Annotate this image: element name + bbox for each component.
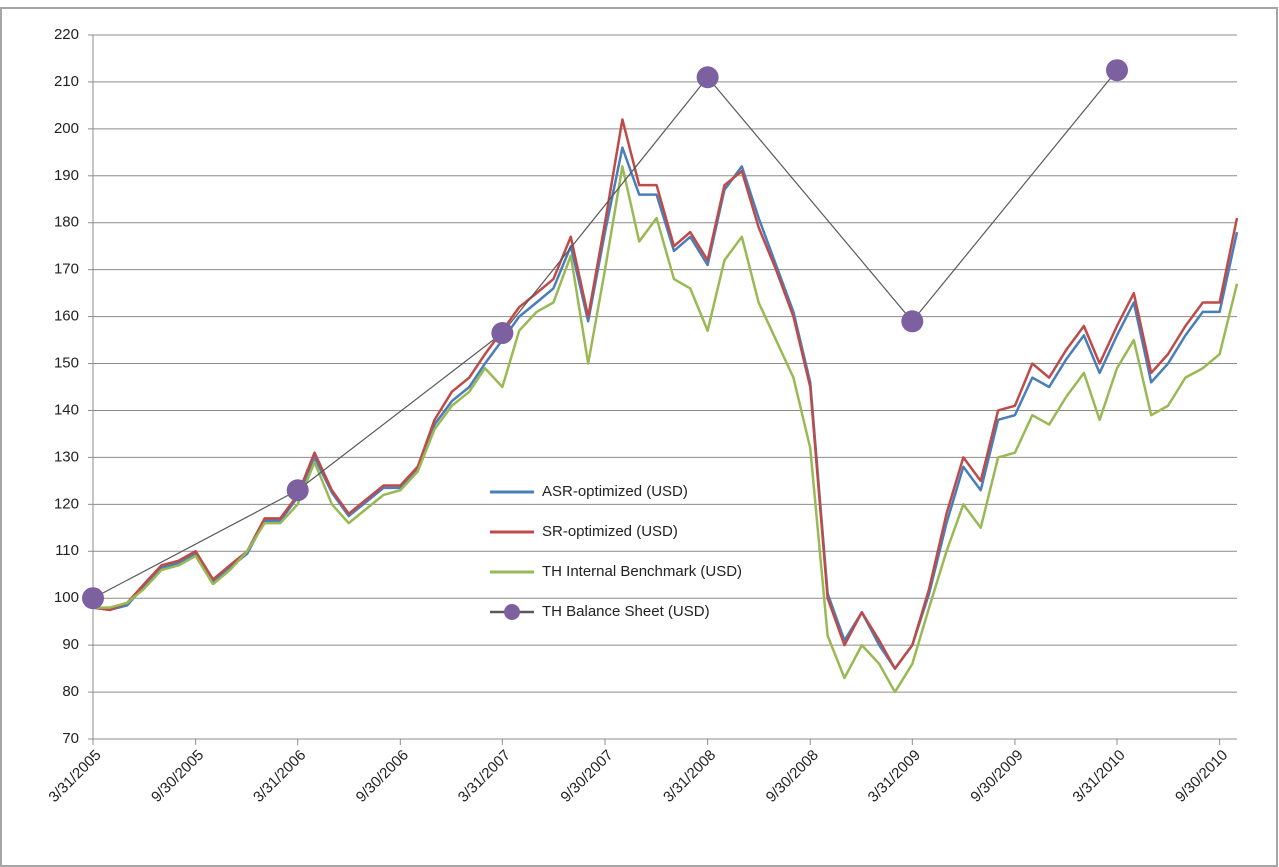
- legend-label: TH Internal Benchmark (USD): [542, 563, 742, 580]
- x-tick-label: 9/30/2007: [557, 747, 616, 806]
- x-tick-label: 3/31/2007: [455, 747, 514, 806]
- series-marker: [901, 310, 924, 333]
- y-tick-label: 90: [62, 636, 79, 653]
- y-tick-label: 110: [55, 542, 79, 559]
- y-tick-label: 220: [54, 26, 79, 43]
- y-tick-label: 160: [54, 308, 79, 325]
- legend-marker: [504, 604, 520, 620]
- x-tick-label: 3/31/2006: [250, 747, 309, 806]
- y-tick-label: 130: [54, 448, 79, 465]
- y-tick-label: 170: [54, 261, 79, 278]
- y-tick-label: 70: [62, 730, 79, 747]
- legend-label: SR-optimized (USD): [542, 523, 678, 540]
- series-line: [92, 69, 1118, 599]
- x-tick-label: 9/30/2010: [1172, 747, 1231, 806]
- y-tick-label: 140: [54, 401, 79, 418]
- x-tick-label: 9/30/2009: [967, 747, 1026, 806]
- series-marker: [696, 66, 719, 89]
- y-tick-label: 80: [62, 683, 79, 700]
- y-tick-label: 200: [54, 120, 79, 137]
- x-tick-label: 3/31/2009: [865, 747, 924, 806]
- x-tick-label: 9/30/2008: [763, 747, 822, 806]
- series-marker: [1105, 59, 1128, 82]
- x-tick-label: 3/31/2005: [45, 747, 104, 806]
- x-tick-label: 3/31/2010: [1069, 747, 1128, 806]
- series-marker: [491, 322, 514, 345]
- series-line: [92, 118, 1239, 670]
- series-line: [92, 146, 1239, 670]
- y-tick-label: 120: [54, 495, 79, 512]
- series-marker: [286, 479, 309, 502]
- y-tick-label: 210: [54, 73, 79, 90]
- y-tick-label: 100: [54, 589, 79, 606]
- y-tick-label: 180: [54, 214, 79, 231]
- series-line: [93, 165, 1239, 694]
- y-tick-label: 190: [54, 167, 79, 184]
- legend-label: TH Balance Sheet (USD): [542, 603, 710, 620]
- x-tick-label: 9/30/2005: [148, 747, 207, 806]
- legend-label: ASR-optimized (USD): [542, 483, 688, 500]
- series-marker: [82, 587, 104, 610]
- x-tick-label: 3/31/2008: [660, 747, 719, 806]
- y-tick-label: 150: [54, 355, 79, 372]
- x-tick-label: 9/30/2006: [353, 747, 412, 806]
- chart-border: [0, 7, 1278, 867]
